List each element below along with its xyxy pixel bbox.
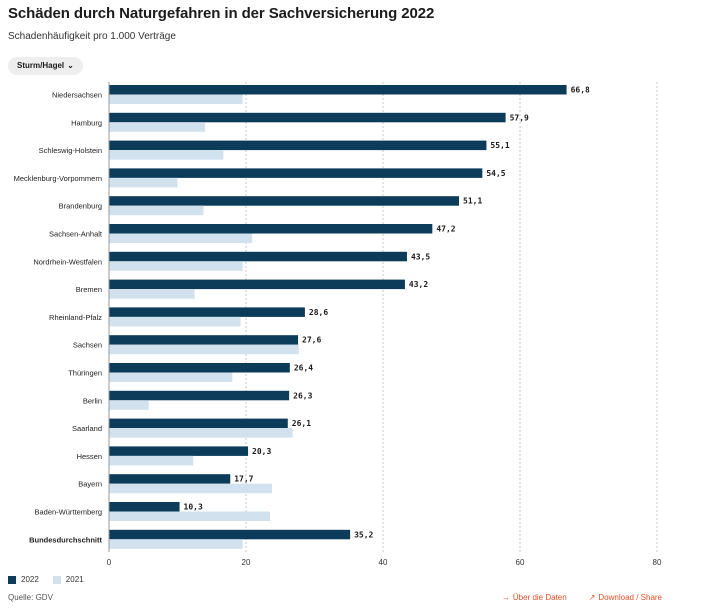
legend-label-2022: 2022 [21,575,39,584]
value-label-2022-saarland: 26,1 [292,419,311,428]
bar-2021-hamburg [109,122,205,132]
x-tick-label-80: 80 [653,558,662,567]
value-label-2022-hamburg: 57,9 [510,113,529,122]
category-label-bayern: Bayern [78,480,102,489]
value-label-2022-mecklenburg-vorpommern: 54,5 [486,169,505,178]
bar-2022-niedersachsen [109,85,567,95]
value-label-2022-bremen: 43,2 [409,280,428,289]
bar-2021-schleswig-holstein [109,150,224,160]
category-label-sachsen: Sachsen [73,341,102,350]
value-label-2022-niedersachsen: 66,8 [571,86,590,95]
bar-2022-sachsen-anhalt [109,224,433,234]
bar-2022-bremen [109,279,405,290]
bar-2022-mecklenburg-vorpommern [109,168,483,178]
x-tick-label-20: 20 [242,558,251,567]
bar-2021-brandenburg [109,205,204,216]
bar-2022-hessen [109,446,249,456]
value-label-2022-hessen: 20,3 [252,447,271,456]
value-label-2022-bundesdurchschnitt: 35,2 [354,530,373,539]
value-label-2022-brandenburg: 51,1 [463,197,482,206]
legend-item-2021: 2021 [52,575,84,584]
x-tick-label-60: 60 [516,558,525,567]
bar-chart: 0 20 40 60 80 Niedersachsen 66,8 Hamburg 57,9 Sch… [14,82,662,567]
category-label-sachsen-anhalt: Sachsen-Anhalt [49,230,103,239]
download-share-link[interactable]: ↗ Download / Share [589,593,662,602]
value-label-2022-nordrhein-westfalen: 43,5 [411,252,430,261]
x-tick-label-0: 0 [107,558,112,567]
category-label-schleswig-holstein: Schleswig-Holstein [39,146,102,155]
bar-2021-sachsen [109,344,299,355]
chart-subtitle: Schadenhäufigkeit pro 1.000 Verträge [8,31,176,42]
bar-2021-rheinland-pfalz [109,316,241,327]
arrow-right-icon: → [501,593,510,602]
download-share-label: Download / Share [598,593,662,602]
value-label-2022-schleswig-holstein: 55,1 [490,141,509,150]
bar-2022-rheinland-pfalz [109,307,305,317]
footer: Quelle: GDV → Über die Daten ↗ Download … [8,593,662,602]
category-label-baden-w-rttemberg: Baden-Württemberg [34,508,102,517]
peril-filter-dropdown[interactable]: Sturm/Hagel ⌄ [8,57,83,75]
about-data-link[interactable]: → Über die Daten [502,593,567,602]
value-label-2022-rheinland-pfalz: 28,6 [309,308,328,317]
category-label-brandenburg: Brandenburg [59,202,102,211]
bar-2022-berlin [109,390,290,401]
value-label-2022-baden-w-rttemberg: 10,3 [184,503,203,512]
source-note: Quelle: GDV [8,593,53,602]
bar-2022-baden-w-rttemberg [109,502,180,512]
legend-swatch-2022 [8,575,16,584]
value-label-2022-sachsen-anhalt: 47,2 [436,225,455,234]
legend-label-2021: 2021 [65,575,84,584]
bar-2021-th-ringen [109,372,233,382]
bar-2021-bremen [109,289,195,299]
bar-2022-hamburg [109,112,506,123]
bar-2021-niedersachsen [109,94,243,104]
category-label-niedersachsen: Niedersachsen [52,91,102,100]
bar-2021-bundesdurchschnitt [109,539,243,549]
chevron-down-icon: ⌄ [67,61,74,70]
category-label-saarland: Saarland [72,424,102,433]
bar-2022-th-ringen [109,363,290,373]
filter-selected-label: Sturm/Hagel [17,61,65,70]
bar-2021-bayern [109,483,273,494]
category-label-th-ringen: Thüringen [68,369,102,378]
bar-2021-sachsen-anhalt [109,233,253,243]
bar-2021-saarland [109,428,293,438]
x-tick-label-40: 40 [379,558,388,567]
bar-2021-hessen [109,455,194,466]
category-label-mecklenburg-vorpommern: Mecklenburg-Vorpommern [14,174,102,183]
value-label-2022-bayern: 17,7 [234,475,253,484]
about-data-label: Über die Daten [512,593,567,602]
chart-title: Schäden durch Naturgefahren in der Sachv… [8,5,435,22]
category-label-rheinland-pfalz: Rheinland-Pfalz [49,313,102,322]
legend-item-2022: 2022 [8,575,39,584]
category-label-nordrhein-westfalen: Nordrhein-Westfalen [33,257,102,266]
arrow-up-right-icon: ↗ [588,593,596,602]
bar-2022-bundesdurchschnitt [109,529,351,540]
category-label-berlin: Berlin [83,396,102,405]
bar-2022-brandenburg [109,196,460,206]
legend-swatch-2021 [52,575,61,584]
bar-2022-bayern [109,474,231,484]
category-label-hessen: Hessen [77,452,102,461]
bar-2022-saarland [109,418,288,429]
bar-2022-nordrhein-westfalen [109,251,407,262]
bar-2022-sachsen [109,335,299,345]
bar-2021-baden-w-rttemberg [109,511,270,521]
category-label-hamburg: Hamburg [71,118,102,127]
value-label-2022-berlin: 26,3 [293,391,312,400]
category-label-bundesdurchschnitt: Bundesdurchschnitt [29,535,102,544]
category-label-bremen: Bremen [76,285,102,294]
value-label-2022-sachsen: 27,6 [302,336,321,345]
bar-2021-nordrhein-westfalen [109,261,243,271]
value-label-2022-th-ringen: 26,4 [294,364,313,373]
bar-2021-berlin [109,400,149,410]
chart-legend: 2022 2021 [8,575,84,584]
bar-2022-schleswig-holstein [109,140,487,151]
bar-2021-mecklenburg-vorpommern [109,177,178,188]
